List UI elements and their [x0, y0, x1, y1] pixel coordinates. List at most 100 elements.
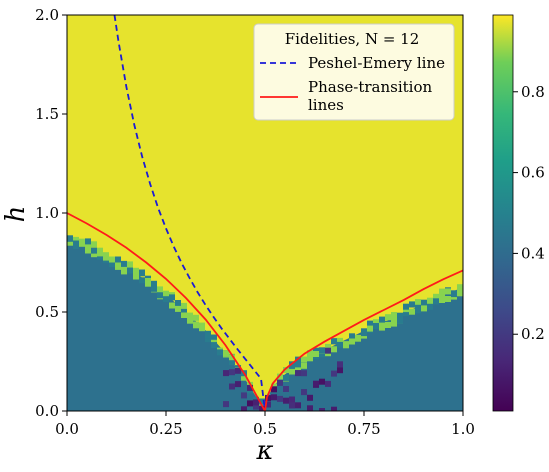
heatmap-cell: [451, 291, 457, 298]
heatmap-cell: [301, 362, 307, 369]
heatmap-cell: [319, 351, 325, 358]
heatmap-cell: [181, 306, 187, 313]
heatmap-cell: [313, 380, 319, 387]
heatmap-cell: [337, 337, 343, 344]
colorbar-gradient: [492, 14, 514, 412]
heatmap-cell: [445, 288, 451, 295]
heatmap-cell: [259, 398, 265, 405]
heatmap-cell: [229, 369, 235, 376]
heatmap-cell: [91, 247, 97, 254]
heatmap-cell: [205, 336, 211, 343]
heatmap-cell: [289, 362, 295, 369]
x-axis-label: κ: [255, 436, 273, 466]
heatmap-cell: [79, 238, 85, 245]
heatmap-cell: [73, 236, 79, 243]
heatmap-cell: [379, 316, 385, 323]
heatmap-cell: [253, 403, 259, 410]
heatmap-cell: [409, 301, 415, 308]
heatmap-cell: [397, 317, 403, 324]
heatmap-low-fidelity-region: [67, 236, 463, 411]
heatmap-cell: [169, 302, 175, 309]
heatmap-cell: [349, 338, 355, 345]
colorbar-tick-label: 0.6: [521, 164, 545, 182]
heatmap-cell: [283, 397, 289, 404]
heatmap-cell: [211, 334, 217, 341]
heatmap-cell: [433, 298, 439, 305]
heatmap-cell: [247, 384, 253, 391]
colorbar-tick-label: 0.4: [521, 244, 545, 262]
heatmap-cell: [337, 367, 343, 374]
heatmap-cell: [139, 269, 145, 276]
heatmap-cell: [271, 386, 277, 393]
heatmap-cell: [301, 356, 307, 363]
heatmap-cell: [241, 374, 247, 381]
heatmap-cell: [361, 328, 367, 335]
y-tick-label: 1.0: [35, 204, 59, 222]
heatmap-cell: [301, 389, 307, 396]
heatmap-cell: [313, 351, 319, 357]
heatmap-cell: [85, 247, 91, 254]
heatmap-cell: [175, 305, 181, 312]
heatmap-cell: [235, 381, 241, 388]
heatmap-cell: [229, 359, 235, 366]
heatmap-cell: [289, 368, 295, 375]
heatmap-cell: [151, 280, 157, 287]
heatmap-cell: [277, 395, 283, 402]
heatmap-cell: [343, 341, 349, 348]
heatmap-cell: [415, 299, 421, 306]
heatmap-cell: [391, 320, 397, 327]
heatmap-cell: [115, 263, 121, 270]
legend-box: [253, 23, 455, 121]
heatmap-cell: [331, 370, 337, 377]
heatmap-cell: [331, 406, 337, 411]
heatmap-cell: [367, 325, 373, 332]
heatmap-cell: [133, 267, 139, 274]
heatmap-cell: [331, 338, 337, 345]
legend-label-phase-transition-line2: lines: [308, 96, 344, 114]
heatmap-cell: [127, 261, 133, 268]
heatmap-cell: [439, 297, 445, 303]
heatmap-cell: [331, 346, 337, 353]
heatmap-cell: [349, 333, 355, 340]
heatmap-cell: [145, 280, 151, 287]
heatmap-cell: [295, 370, 301, 377]
heatmap-cell: [307, 405, 313, 411]
y-tick-label: 0.5: [35, 303, 59, 321]
heatmap-cell: [325, 347, 331, 354]
heatmap-cell: [283, 367, 289, 373]
heatmap-cell: [295, 361, 301, 368]
heatmap-cell: [91, 241, 97, 248]
heatmap-cell: [187, 317, 193, 324]
heatmap-cell: [427, 297, 433, 304]
heatmap-cell: [121, 268, 127, 275]
heatmap-cell: [391, 312, 397, 318]
heatmap-cell: [313, 347, 319, 354]
heatmap-cell: [265, 401, 271, 408]
x-tick-label: 0.0: [55, 420, 79, 438]
heatmap-cell: [439, 288, 445, 295]
heatmap-cell: [379, 320, 385, 327]
heatmap-cell: [223, 350, 229, 357]
legend: Fidelities, N = 12 Peshel-Emery line Pha…: [253, 23, 455, 121]
heatmap-cell: [289, 396, 295, 403]
heatmap-cell: [457, 290, 463, 297]
heatmap-cell: [259, 405, 265, 411]
heatmap-cell: [157, 292, 163, 299]
heatmap-cell: [193, 314, 199, 321]
heatmap-cell: [139, 277, 145, 284]
heatmap-cell: [379, 324, 385, 331]
legend-label-peshel-emery: Peshel-Emery line: [308, 54, 445, 72]
y-tick-label: 2.0: [35, 6, 59, 24]
heatmap-cell: [319, 378, 325, 385]
y-tick-label: 0.0: [35, 402, 59, 420]
heatmap-cell: [103, 254, 109, 261]
heatmap-cell: [175, 300, 181, 306]
heatmap-cell: [271, 394, 277, 401]
heatmap-cell: [91, 251, 97, 258]
heatmap-cell: [223, 370, 229, 377]
heatmap-cell: [307, 350, 313, 356]
x-axis-ticks: 0.0 0.25 0.5 0.75 1.0: [55, 411, 475, 438]
heatmap-cell: [409, 308, 415, 315]
heatmap-cell: [97, 253, 103, 260]
heatmap-cell: [319, 408, 325, 411]
